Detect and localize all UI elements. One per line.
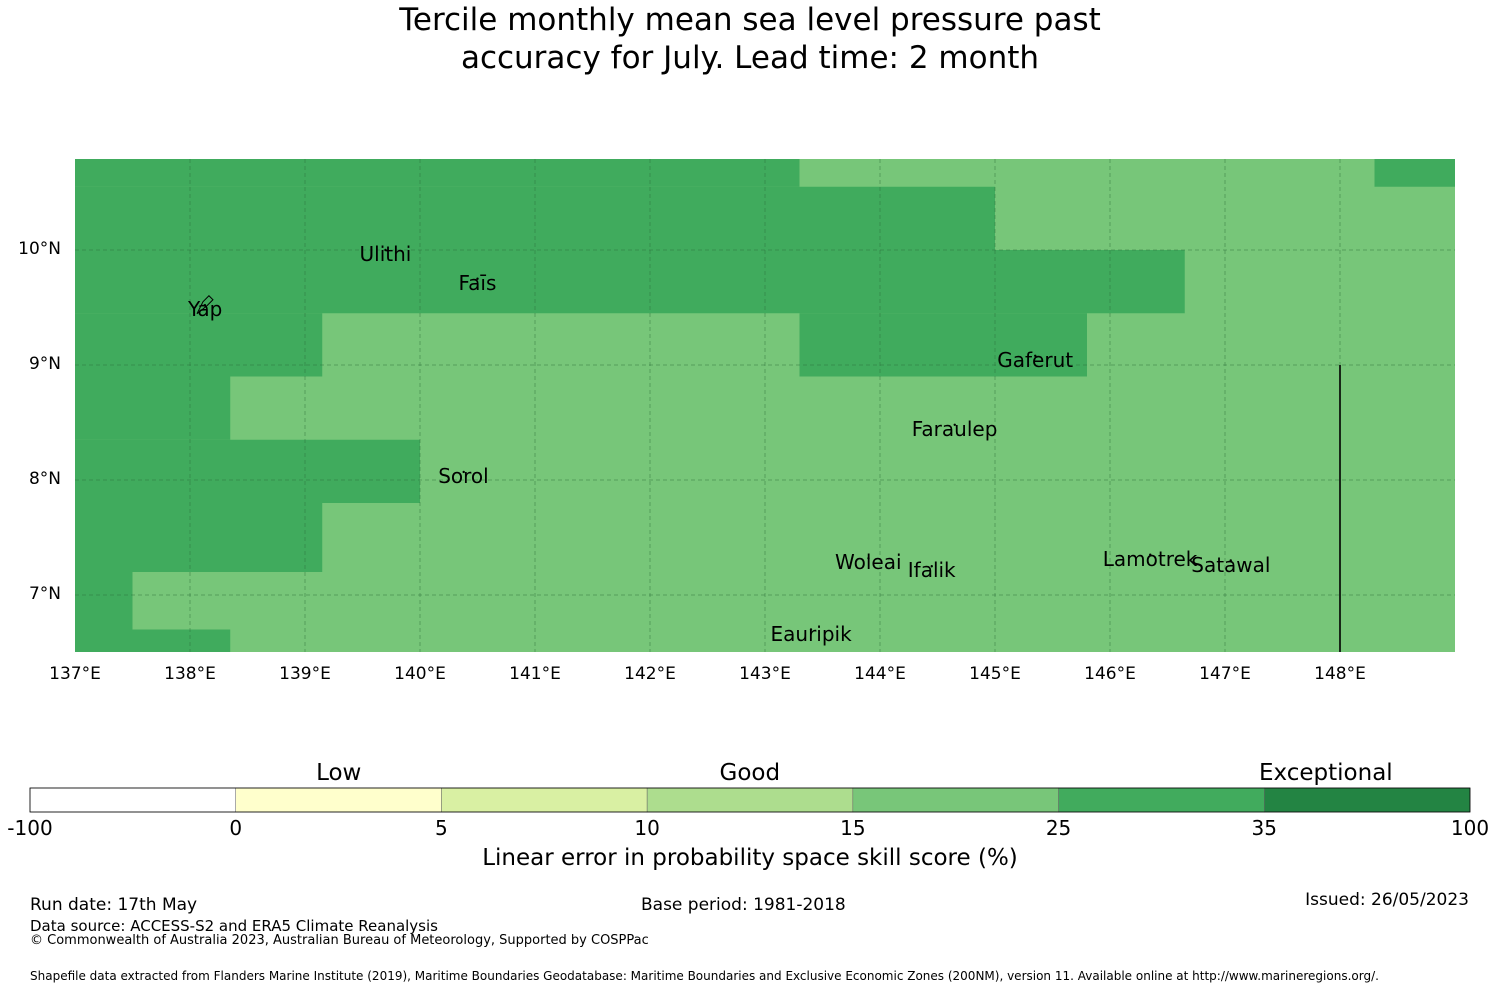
lon-tick-label: 146°E	[1084, 664, 1136, 684]
lon-tick-label: 142°E	[624, 664, 676, 684]
island-marker	[384, 248, 387, 252]
island-label: Ifalik	[907, 558, 956, 583]
island-label: Ulithi	[359, 242, 412, 266]
lon-tick-label: 141°E	[509, 664, 561, 684]
skill-region-7	[75, 376, 231, 440]
island-marker	[953, 423, 956, 426]
map-title: Tercile monthly mean sea level pressure …	[0, 0, 1500, 77]
colorbar-tick-label: 15	[840, 816, 866, 840]
lon-tick-label: 148°E	[1314, 664, 1366, 684]
skill-category-label: Good	[719, 760, 781, 786]
copyright-notice: © Commonwealth of Australia 2023, Austra…	[30, 933, 649, 948]
island-marker	[867, 557, 870, 560]
lon-tick-label: 139°E	[279, 664, 331, 684]
island-marker	[462, 470, 465, 474]
skill-region-11	[75, 629, 231, 652]
skill-region-4	[995, 250, 1185, 314]
island-label: Yap	[187, 297, 223, 322]
data-source: Data source: ACCESS-S2 and ERA5 Climate …	[30, 917, 438, 935]
lon-tick-label: 144°E	[854, 664, 906, 684]
island-marker	[203, 304, 207, 307]
colorbar-tick-label: -100	[7, 816, 53, 840]
lat-tick-label: 10°N	[18, 239, 61, 259]
skill-region-8	[75, 439, 420, 503]
lat-tick-label: 9°N	[28, 354, 61, 374]
shapefile-credit: Shapefile data extracted from Flanders M…	[30, 969, 1379, 983]
island-label: Woleai	[835, 550, 902, 575]
island-label: Faraulep	[911, 416, 998, 441]
island-label: Eauripik	[770, 621, 852, 646]
colorbar-segment	[646, 787, 854, 813]
colorbar-tick-label: 35	[1251, 816, 1277, 840]
lon-tick-label: 140°E	[394, 664, 446, 684]
skill-region-10	[75, 572, 133, 630]
island-label: Lamotrek	[1102, 546, 1198, 571]
skill-region-6	[799, 313, 1087, 377]
base-period: Base period: 1981-2018	[641, 895, 846, 915]
run-date: Run date: 17th May	[30, 895, 198, 915]
title-line-1: Tercile monthly mean sea level pressure …	[399, 2, 1101, 38]
lat-tick-label: 8°N	[28, 469, 61, 489]
lon-tick-label: 138°E	[164, 664, 216, 684]
colorbar-segment	[852, 787, 1059, 813]
colorbar-segment	[1264, 787, 1471, 813]
island-marker	[476, 277, 479, 280]
colorbar-tick-label: 5	[435, 816, 448, 840]
yap-island-shape	[196, 295, 214, 315]
issued-date: Issued: 26/05/2023	[1305, 890, 1469, 910]
colorbar-tick-label: 0	[229, 816, 243, 840]
colorbar-tick-label: 100	[1450, 816, 1490, 840]
colorbar-segment	[29, 787, 236, 813]
colorbar-segment	[441, 787, 648, 813]
island-marker	[930, 565, 933, 568]
island-label: Satawal	[1191, 552, 1271, 577]
island-label: Sorol	[438, 463, 489, 488]
colorbar-segment	[235, 787, 442, 813]
island-marker	[1229, 559, 1232, 562]
skill-region-5	[75, 313, 323, 377]
colorbar-tick-label: 25	[1045, 816, 1072, 840]
skill-category-label: Low	[316, 760, 362, 786]
skill-region-1	[75, 159, 800, 187]
island-label: Gaferut	[997, 347, 1074, 372]
lon-tick-label: 137°E	[49, 664, 101, 684]
lon-tick-label: 143°E	[739, 664, 791, 684]
lat-tick-label: 7°N	[28, 584, 61, 604]
lon-tick-label: 147°E	[1199, 664, 1251, 684]
colorbar-tick-label: 10	[634, 816, 660, 840]
colorbar-frame	[29, 787, 1471, 813]
colorbar-segment	[1058, 787, 1265, 813]
lon-tick-label: 145°E	[969, 664, 1021, 684]
island-marker	[1034, 354, 1037, 357]
island-marker	[1149, 553, 1152, 556]
skill-category-label: Exceptional	[1259, 760, 1393, 786]
island-label: Faīs	[458, 270, 497, 295]
skill-region-2	[1374, 159, 1455, 187]
title-line-2: accuracy for July. Lead time: 2 month	[460, 40, 1040, 76]
island-marker	[809, 628, 813, 631]
colorbar-title: Linear error in probability space skill …	[482, 845, 1018, 871]
skill-region-3	[75, 186, 995, 314]
skill-region-9	[75, 503, 323, 572]
